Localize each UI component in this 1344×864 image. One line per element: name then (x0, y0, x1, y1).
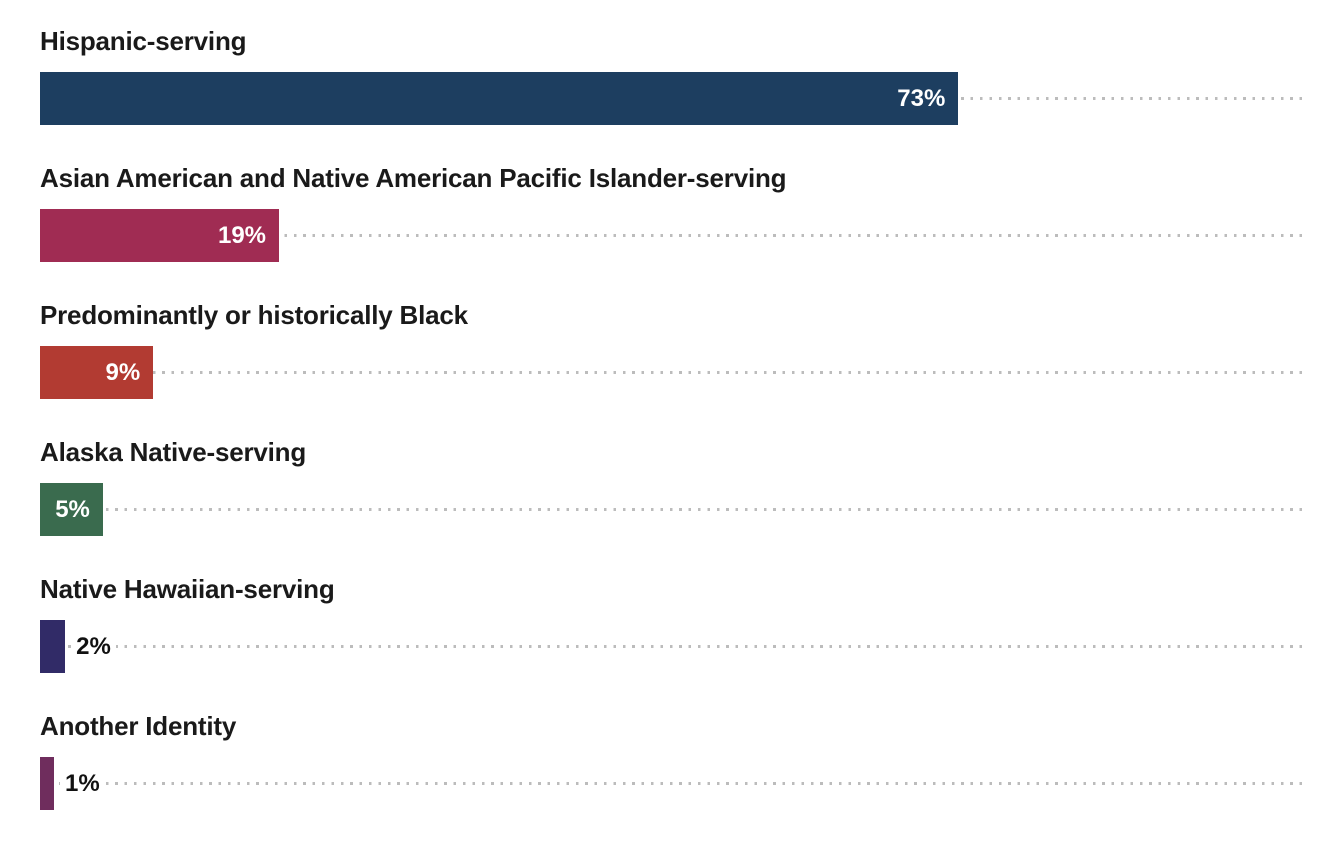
bar-segment: 9% (40, 346, 154, 399)
value-label-inside: 19% (217, 221, 267, 249)
bar-track: 73% (40, 72, 1303, 125)
bar-track: 19% (40, 209, 1303, 262)
bar-row: Another Identity 1% (40, 711, 1303, 810)
bar-track: 1% (40, 757, 1303, 810)
bar-row: Predominantly or historically Black 9% (40, 300, 1303, 399)
category-label: Native Hawaiian-serving (40, 574, 335, 604)
leader-dots-line (40, 645, 1303, 648)
bar-segment (40, 620, 66, 673)
value-label-inside: 9% (105, 358, 141, 386)
value-label-outside: 2% (71, 620, 116, 673)
value-label-inside: 73% (897, 84, 946, 112)
bar-segment (40, 757, 54, 810)
leader-dots-line (40, 782, 1303, 785)
value-label-outside: 1% (60, 757, 105, 810)
category-label: Alaska Native-serving (40, 437, 307, 467)
category-label: Predominantly or historically Black (40, 300, 468, 330)
bar-segment: 73% (40, 72, 959, 125)
leader-dots-line (40, 508, 1303, 511)
category-label: Hispanic-serving (40, 26, 247, 56)
bar-row: Native Hawaiian-serving 2% (40, 574, 1303, 673)
value-label-inside: 5% (55, 495, 90, 523)
leader-dots-line (40, 371, 1303, 374)
bar-segment: 5% (40, 483, 103, 536)
bar-track: 5% (40, 483, 1303, 536)
bar-track: 2% (40, 620, 1303, 673)
bar-segment: 19% (40, 209, 280, 262)
bar-track: 9% (40, 346, 1303, 399)
chart-rows: Hispanic-serving 73% Asian American and … (40, 26, 1303, 810)
bar-row: Hispanic-serving 73% (40, 26, 1303, 125)
bar-row: Asian American and Native American Pacif… (40, 163, 1303, 262)
bar-row: Alaska Native-serving 5% (40, 437, 1303, 536)
category-label: Asian American and Native American Pacif… (40, 163, 787, 193)
category-label: Another Identity (40, 711, 237, 741)
leader-dots-line (40, 234, 1303, 237)
